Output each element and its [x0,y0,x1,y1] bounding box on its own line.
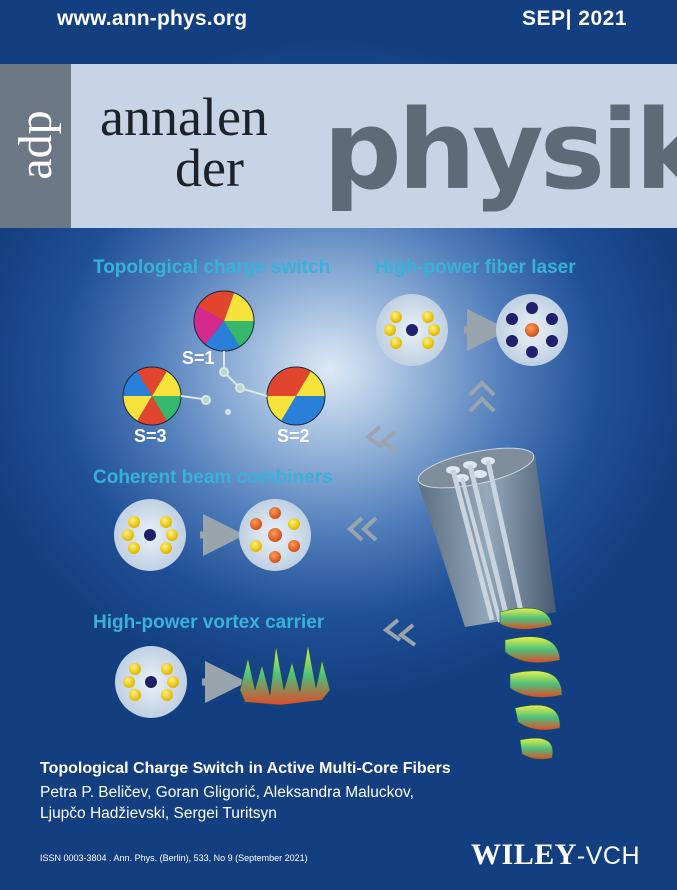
publisher-name: WILEY [471,838,577,871]
adp-logo-box [0,64,71,228]
title-high-power-vortex-carrier: High-power vortex carrier [93,612,325,633]
title-coherent-beam-combiners: Coherent beam combiners [93,467,333,488]
issue-date: SEP| 2021 [522,7,627,30]
vortex-disc-s2 [266,366,326,426]
issn-line: ISSN 0003-3804 . Ann. Phys. (Berlin), 53… [40,853,308,863]
switch-network [180,351,268,415]
laser-fiber-input [376,294,448,366]
vortex-disc-s3 [122,366,182,426]
label-s3: S=3 [134,426,167,446]
journal-url[interactable]: www.ann-phys.org [57,7,248,30]
article-authors-line2: Ljupčo Hadžievski, Sergei Turitsyn [40,805,277,822]
masthead-der: der [175,138,244,198]
article-title[interactable]: Topological Charge Switch in Active Mult… [40,760,451,777]
masthead-band [0,64,677,228]
title-topological-charge-switch: Topological charge switch [93,257,331,278]
chevrons-up [468,380,496,413]
multicore-fiber-icon [417,447,556,627]
laser-fiber-output [496,294,568,366]
publisher-suffix: -VCH [576,842,640,870]
title-high-power-fiber-laser: High-power fiber laser [375,257,576,278]
label-s2: S=2 [277,426,310,446]
chevrons-diag-bottom [382,618,417,647]
combiner-output [239,499,311,571]
combiner-input [114,499,186,571]
chevrons-diag-top [364,425,399,454]
vortex-wave-profile [239,644,331,706]
publisher-logo: WILEY-VCH [471,838,640,872]
vortex-carrier-input [115,646,187,718]
masthead-physik: physik [323,86,677,214]
chevrons-left [347,516,378,542]
label-s1: S=1 [182,348,215,368]
vortex-beam-helix [499,607,563,760]
article-authors-line1: Petra P. Beličev, Goran Gligorić, Aleksa… [40,784,414,801]
masthead-annalen: annalen [100,87,268,147]
vortex-disc-s1 [193,290,255,352]
